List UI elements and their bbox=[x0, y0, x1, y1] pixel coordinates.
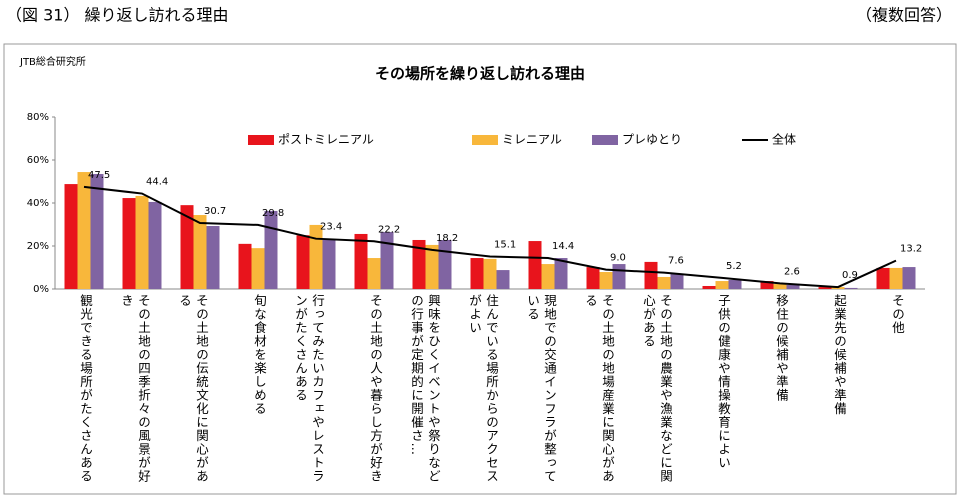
x-tick-label: 旬な食材を楽しめる bbox=[252, 294, 267, 416]
bar bbox=[425, 244, 439, 289]
data-label: 2.6 bbox=[784, 266, 800, 277]
bar bbox=[786, 284, 800, 289]
bar bbox=[844, 287, 858, 289]
x-tick-label: その土地の人や暮らし方が好き bbox=[368, 294, 383, 483]
x-tick-label: その土地の伝統文化に関心がある bbox=[177, 294, 209, 483]
x-tick-label: その土地の四季折々の風景が好き bbox=[119, 294, 151, 483]
legend-label: ミレニアル bbox=[502, 133, 562, 147]
figure-label: （図 31） 繰り返し訪れる理由 bbox=[6, 6, 229, 25]
bar bbox=[238, 243, 252, 289]
bar bbox=[135, 195, 149, 289]
bar bbox=[528, 241, 542, 289]
data-label: 44.4 bbox=[146, 177, 168, 188]
bar bbox=[483, 258, 497, 289]
x-tick-label: 興味をひくイベントや祭りなどの行事が定期的に開催さ… bbox=[409, 294, 441, 483]
bar bbox=[309, 224, 323, 289]
bar bbox=[470, 258, 484, 289]
legend-label: ポストミレニアル bbox=[278, 133, 374, 147]
data-label: 22.2 bbox=[378, 224, 400, 235]
data-label: 15.1 bbox=[494, 240, 516, 251]
note: （複数回答） bbox=[856, 6, 952, 25]
bar bbox=[148, 201, 162, 289]
y-tick-label: 0% bbox=[33, 284, 49, 295]
bar bbox=[728, 279, 742, 289]
bar bbox=[193, 215, 207, 289]
bar bbox=[64, 184, 78, 289]
bar bbox=[206, 226, 220, 289]
data-label: 9.0 bbox=[610, 253, 626, 264]
data-label: 47.5 bbox=[88, 170, 110, 181]
y-tick-label: 60% bbox=[27, 155, 49, 166]
x-tick-label: その他 bbox=[890, 294, 905, 335]
bar bbox=[715, 281, 729, 289]
source: JTB総合研究所 bbox=[19, 55, 86, 68]
bar bbox=[122, 198, 136, 289]
x-tick-label: その土地の地場産業に関心がある bbox=[583, 294, 615, 483]
bar bbox=[670, 273, 684, 289]
legend-swatch bbox=[248, 135, 274, 145]
bar bbox=[612, 264, 626, 289]
bar bbox=[77, 172, 91, 289]
bar bbox=[380, 232, 394, 289]
bar bbox=[354, 233, 368, 289]
x-tick-label: その土地の農業や漁業などに関心がある bbox=[641, 294, 673, 483]
bar bbox=[367, 258, 381, 289]
legend-swatch bbox=[472, 135, 498, 145]
bar bbox=[180, 205, 194, 289]
x-tick-label: 子供の健康や情操教育によい bbox=[716, 294, 731, 470]
bar bbox=[902, 267, 916, 289]
bar bbox=[496, 270, 510, 289]
bar bbox=[90, 173, 104, 289]
data-label: 14.4 bbox=[552, 241, 574, 252]
bar bbox=[586, 267, 600, 289]
y-tick-label: 20% bbox=[27, 241, 49, 252]
bar bbox=[264, 210, 278, 289]
bar bbox=[322, 239, 336, 289]
bar bbox=[702, 285, 716, 289]
data-label: 5.2 bbox=[726, 261, 742, 272]
data-label: 18.2 bbox=[436, 233, 458, 244]
data-label: 7.6 bbox=[668, 256, 684, 267]
bar bbox=[760, 281, 774, 289]
bar bbox=[412, 239, 426, 289]
x-tick-label: 起業先の候補や準備 bbox=[832, 294, 847, 416]
data-label: 0.9 bbox=[842, 270, 858, 281]
bar bbox=[876, 267, 890, 289]
y-tick-label: 80% bbox=[27, 112, 49, 123]
bar bbox=[818, 287, 832, 289]
bar bbox=[296, 235, 310, 289]
bar bbox=[773, 284, 787, 289]
x-tick-label: 現地での交通インフラが整っている bbox=[525, 294, 557, 483]
bar bbox=[251, 248, 265, 289]
bar bbox=[438, 239, 452, 289]
x-tick-label: 住んでいる場所からのアクセスがよい bbox=[467, 294, 499, 483]
chart-title: その場所を繰り返し訪れる理由 bbox=[375, 65, 585, 83]
legend-swatch bbox=[592, 135, 618, 145]
x-tick-label: 観光できる場所がたくさんある bbox=[78, 294, 93, 483]
y-tick-label: 40% bbox=[27, 198, 49, 209]
data-label: 30.7 bbox=[204, 206, 226, 217]
bar bbox=[599, 272, 613, 289]
bar bbox=[657, 276, 671, 289]
bar bbox=[644, 261, 658, 289]
bar bbox=[541, 264, 555, 289]
bar bbox=[554, 258, 568, 289]
x-tick-label: 行ってみたいカフェやレストランがたくさんある bbox=[293, 294, 325, 483]
x-tick-label: 移住の候補や準備 bbox=[774, 294, 789, 402]
chart-frame bbox=[3, 43, 957, 495]
line bbox=[83, 185, 897, 289]
bar bbox=[889, 267, 903, 289]
legend-label: 全体 bbox=[772, 132, 796, 147]
legend-label: プレゆとり bbox=[622, 133, 682, 147]
data-label: 29.8 bbox=[262, 208, 284, 219]
data-label: 23.4 bbox=[320, 222, 342, 233]
data-label: 13.2 bbox=[900, 244, 922, 255]
